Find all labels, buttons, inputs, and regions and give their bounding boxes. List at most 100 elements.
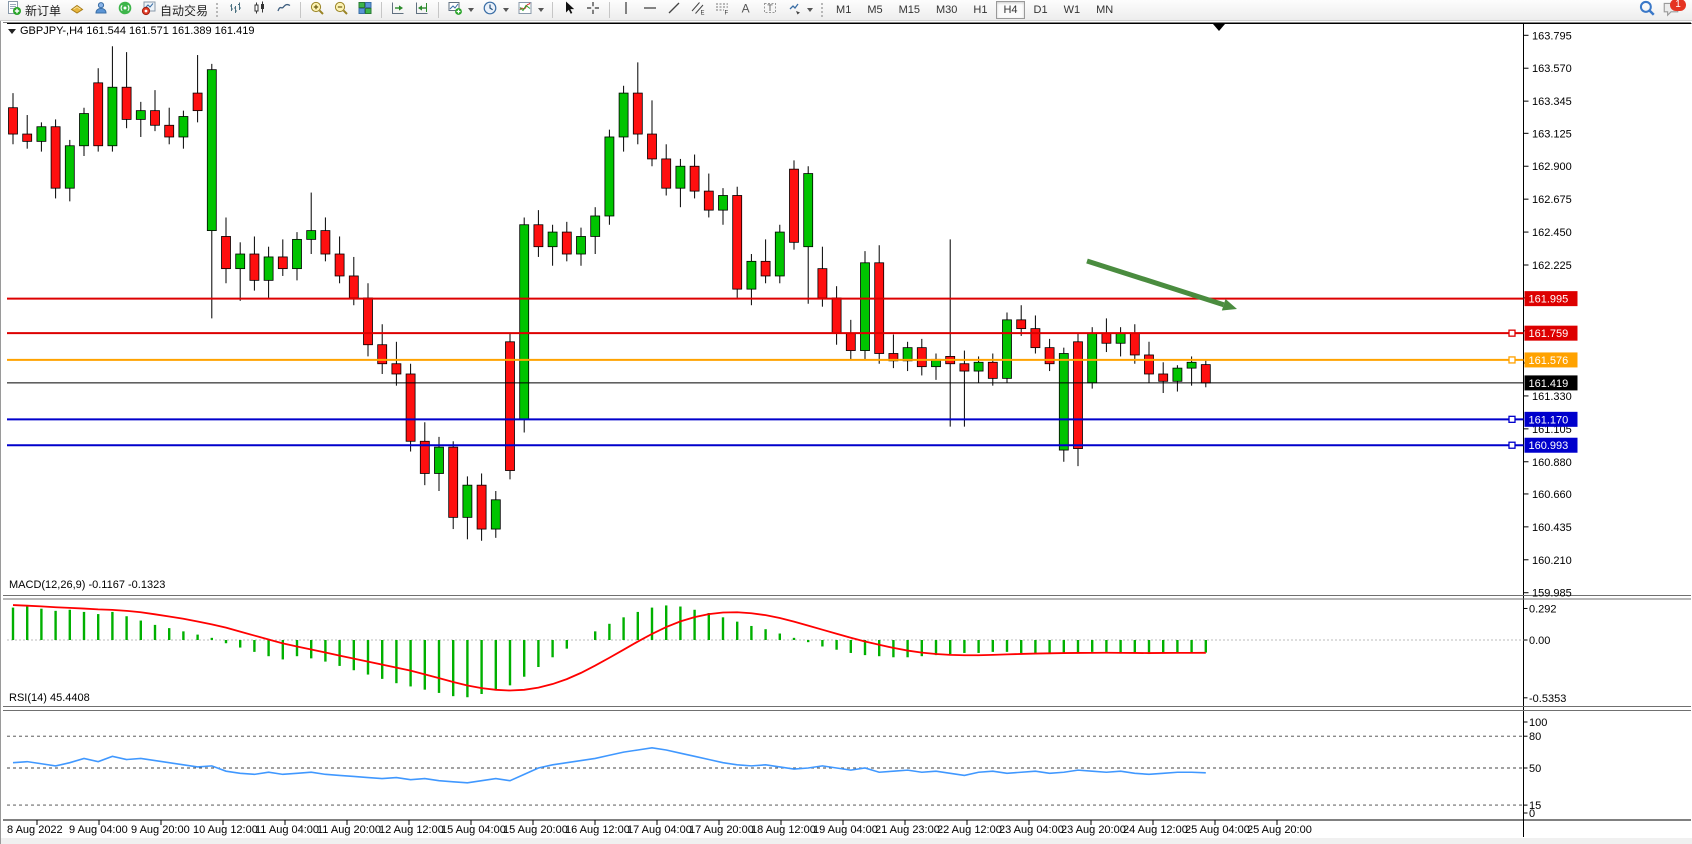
svg-text:0.292: 0.292 [1529,603,1557,615]
svg-text:15 Aug 20:00: 15 Aug 20:00 [503,824,568,836]
chevron-down-icon [538,8,545,12]
text-label-icon: T [762,0,778,21]
chart-frame [1,22,1692,844]
new-chart-button[interactable] [443,0,478,21]
svg-text:162.675: 162.675 [1532,194,1572,206]
svg-text:161.170: 161.170 [1529,414,1569,426]
tile-windows-button[interactable] [353,0,377,21]
tf-M15[interactable]: M15 [898,4,920,16]
svg-text:15 Aug 04:00: 15 Aug 04:00 [441,824,506,836]
new-order-icon [6,0,22,21]
shapes-icon [786,0,802,21]
toolbar-grip [821,3,825,17]
community-icon [93,0,109,21]
auto-scroll-icon [390,0,406,21]
shapes-button[interactable] [782,0,817,21]
svg-text:163.345: 163.345 [1532,96,1572,108]
price-chart[interactable]: 163.795 163.570 163.345 163.125 162.900 162.6… [1,21,1692,844]
svg-text:0.00: 0.00 [1529,635,1550,647]
svg-text:161.995: 161.995 [1529,294,1569,306]
svg-text:12 Aug 12:00: 12 Aug 12:00 [379,824,444,836]
candlestick-button[interactable] [248,0,272,21]
tf-M1[interactable]: M1 [836,4,852,16]
community-button[interactable] [89,0,113,21]
tf-H4[interactable]: H4 [996,1,1025,19]
svg-text:9 Aug 04:00: 9 Aug 04:00 [69,824,128,836]
text-label-button[interactable]: T [758,0,782,21]
text-button[interactable]: A [734,0,758,21]
tile-windows-icon [357,0,373,21]
toolbar-separator [552,2,554,18]
period-icon [482,0,498,21]
tf-MN[interactable]: MN [1096,4,1114,16]
cursor-button[interactable] [557,0,581,21]
svg-text:10 Aug 12:00: 10 Aug 12:00 [193,824,258,836]
symbol-dropdown-icon[interactable] [8,28,16,34]
indicators-button[interactable] [513,0,548,21]
timeframe-toolbar: M1 M5 M15 M30 H1 H4 D1 W1 MN [829,1,1120,19]
svg-text:50: 50 [1529,763,1541,775]
chart-shift-button[interactable] [410,0,434,21]
notifications-button[interactable]: 1 [1662,0,1686,19]
toolbar-separator [300,2,302,18]
svg-text:9 Aug 20:00: 9 Aug 20:00 [131,824,190,836]
tf-M5[interactable]: M5 [867,4,883,16]
bar-chart-button[interactable] [224,0,248,21]
toolbar: 新订单 自动交易 [0,0,1692,21]
auto-scroll-button[interactable] [386,0,410,21]
period-button[interactable] [478,0,513,21]
svg-text:15: 15 [1529,800,1541,812]
new-order-button[interactable]: 新订单 [2,0,65,21]
auto-trading-button[interactable]: 自动交易 [137,0,212,21]
svg-text:18 Aug 12:00: 18 Aug 12:00 [751,824,816,836]
svg-text:163.570: 163.570 [1532,63,1572,75]
svg-text:16 Aug 12:00: 16 Aug 12:00 [565,824,630,836]
horizontal-line-button[interactable] [638,0,662,21]
trend-arrow [1086,258,1237,311]
notification-badge: 1 [1670,0,1686,11]
auto-trading-icon [141,0,157,21]
svg-text:25 Aug 04:00: 25 Aug 04:00 [1185,824,1250,836]
svg-text:162.225: 162.225 [1532,260,1572,272]
search-icon[interactable] [1638,0,1656,22]
bar-chart-icon [228,0,244,21]
new-chart-icon [447,0,463,21]
svg-text:160.210: 160.210 [1532,555,1572,567]
svg-text:23 Aug 04:00: 23 Aug 04:00 [999,824,1064,836]
svg-text:23 Aug 20:00: 23 Aug 20:00 [1061,824,1126,836]
crosshair-button[interactable] [581,0,605,21]
svg-text:163.795: 163.795 [1532,30,1572,42]
line-chart-icon [276,0,292,21]
fibonacci-button[interactable]: F [710,0,734,21]
channel-button[interactable]: E [686,0,710,21]
svg-text:160.435: 160.435 [1532,522,1572,534]
svg-text:-0.5353: -0.5353 [1529,693,1566,705]
vertical-line-button[interactable] [614,0,638,21]
cursor-icon [561,0,577,21]
indicators-icon [517,0,533,21]
svg-text:161.419: 161.419 [1529,378,1569,390]
svg-text:19 Aug 04:00: 19 Aug 04:00 [813,824,878,836]
tf-W1[interactable]: W1 [1063,4,1081,16]
chevron-down-icon [503,8,510,12]
candlestick-icon [252,0,268,21]
chart-shift-icon [414,0,430,21]
symbol-ohlc-text: GBPJPY-,H4 161.544 161.571 161.389 161.4… [20,25,255,37]
zoom-in-button[interactable] [305,0,329,21]
tf-D1[interactable]: D1 [1033,4,1048,16]
deposit-button[interactable] [65,0,89,21]
tf-M30[interactable]: M30 [936,4,958,16]
chart-shift-marker [1213,24,1225,31]
svg-text:160.880: 160.880 [1532,457,1572,469]
crosshair-icon [585,0,601,21]
macd-indicator-label: MACD(12,26,9) -0.1167 -0.1323 [9,579,166,591]
line-chart-button[interactable] [272,0,296,21]
vertical-line-icon [618,0,634,21]
svg-text:25 Aug 20:00: 25 Aug 20:00 [1247,824,1312,836]
trendline-button[interactable] [662,0,686,21]
zoom-out-icon [333,0,349,21]
zoom-out-button[interactable] [329,0,353,21]
time-axis: 8 Aug 2022 9 Aug 04:00 9 Aug 20:00 10 Aug 1… [7,820,1312,836]
tf-H1[interactable]: H1 [973,4,988,16]
signals-button[interactable] [113,0,137,21]
